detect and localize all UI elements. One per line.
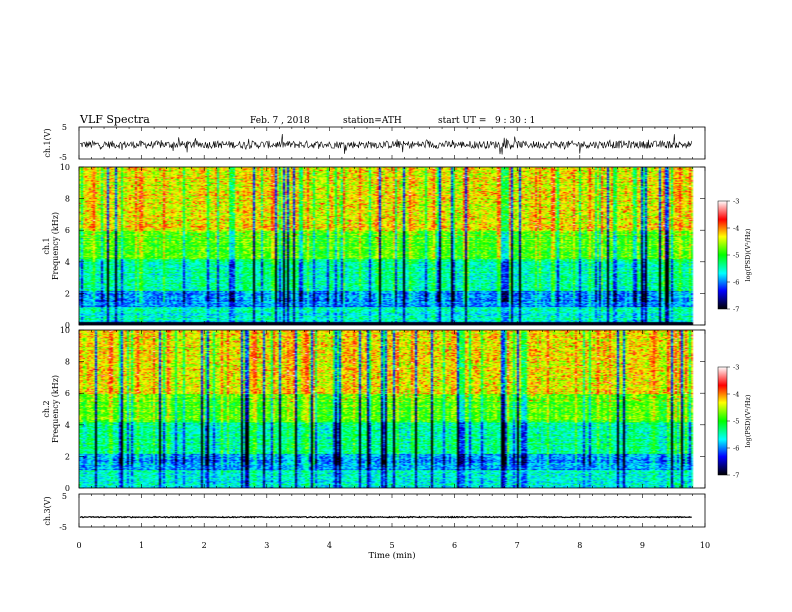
ch1-spectrogram-yticks: 0 2 4 6 8 10 (60, 163, 705, 330)
colorbar-tick-label: -6 (733, 445, 739, 453)
station-label: station=ATH (343, 116, 402, 126)
colorbar-tick-label: -3 (733, 198, 739, 206)
freq-tick-label: 10 (60, 163, 70, 172)
ch3-waveform-panel: 5 -5 ch.3(V) (43, 492, 706, 532)
x-tick-label: 4 (327, 541, 332, 550)
colorbar-tick-label: -4 (733, 225, 739, 233)
colorbar-tick-label: -7 (733, 472, 739, 480)
ch1-waveform-line (79, 133, 693, 155)
ch2-colorbar-label: log(PSD)(V²/Hz) (744, 394, 752, 447)
ch3-waveform-ylabel: ch.3(V) (43, 496, 52, 525)
ch1-waveform-frame (78, 126, 706, 160)
ch3-waveform-line (79, 515, 692, 519)
colorbar-tick-label: -4 (733, 391, 739, 399)
freq-tick-label: 6 (65, 389, 70, 398)
ch2-colorbar (717, 366, 728, 476)
ch2-spectrogram-channel-label: ch.2 (42, 400, 51, 417)
freq-tick-label: 8 (65, 195, 70, 204)
freq-tick-label: 8 (65, 358, 70, 367)
x-axis-ticks: 0 1 2 3 4 5 6 7 8 9 10 (76, 127, 710, 550)
freq-tick-label: 4 (65, 421, 70, 430)
date-label: Feb. 7 , 2018 (250, 116, 310, 126)
ch1-waveform-ylabel: ch.1(V) (43, 128, 52, 157)
colorbar-tick-label: -6 (733, 279, 739, 287)
freq-tick-label: 2 (65, 452, 70, 461)
ch1-waveform-panel: 5 -5 ch.1(V) (43, 123, 706, 162)
x-tick-label: 6 (452, 541, 457, 550)
x-axis-label: Time (min) (368, 550, 415, 561)
ch1-ytick-bottom: -5 (59, 153, 67, 162)
ch3-waveform-frame (78, 493, 706, 528)
ch3-ytick-top: 5 (62, 492, 67, 501)
ch3-ytick-bottom: -5 (59, 523, 67, 532)
figure-title: VLF Spectra (79, 113, 150, 126)
ch1-colorbar-label: log(PSD)(V²/Hz) (744, 228, 752, 281)
colorbar-tick-label: -5 (733, 418, 739, 426)
freq-tick-label: 0 (65, 484, 70, 493)
freq-tick-label: 4 (65, 258, 70, 267)
x-tick-label: 3 (264, 541, 269, 550)
ch2-spectrogram-yticks: 0 2 4 6 8 10 (60, 326, 705, 493)
ch1-spectrogram-ylabel: Frequency (kHz) (51, 212, 60, 280)
freq-tick-label: 10 (60, 326, 70, 335)
x-tick-label: 10 (700, 541, 710, 550)
x-tick-label: 2 (202, 541, 207, 550)
x-tick-label: 9 (640, 541, 645, 550)
start-time-label: start UT = 9 : 30 : 1 (438, 116, 535, 126)
ch2-spectrogram-image (79, 330, 705, 488)
ch1-spectrogram-image (79, 167, 705, 325)
x-tick-label: 7 (515, 541, 520, 550)
freq-tick-label: 6 (65, 226, 70, 235)
ch1-spectrogram-channel-label: ch.1 (42, 237, 51, 254)
freq-tick-label: 0 (65, 321, 70, 330)
ch2-colorbar-ticks: -3 -4 -5 -6 -7 (727, 364, 739, 480)
colorbar-tick-label: -7 (733, 306, 739, 314)
x-tick-label: 1 (139, 541, 144, 550)
x-tick-label: 5 (389, 541, 394, 550)
freq-tick-label: 2 (65, 289, 70, 298)
x-tick-label: 0 (76, 541, 81, 550)
ch1-colorbar (717, 200, 728, 310)
x-tick-label: 8 (577, 541, 582, 550)
colorbar-tick-label: -3 (733, 364, 739, 372)
ch1-colorbar-ticks: -3 -4 -5 -6 -7 (727, 198, 739, 314)
ch2-spectrogram-ylabel: Frequency (kHz) (51, 375, 60, 443)
colorbar-tick-label: -5 (733, 252, 739, 260)
ch1-ytick-top: 5 (62, 123, 67, 132)
